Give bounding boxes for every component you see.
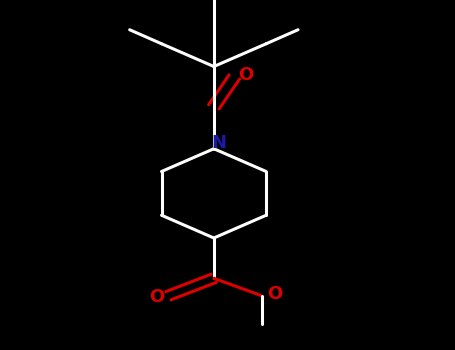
Text: N: N	[211, 134, 226, 153]
Text: O: O	[149, 288, 165, 307]
Text: O: O	[267, 285, 282, 303]
Text: O: O	[238, 66, 253, 84]
